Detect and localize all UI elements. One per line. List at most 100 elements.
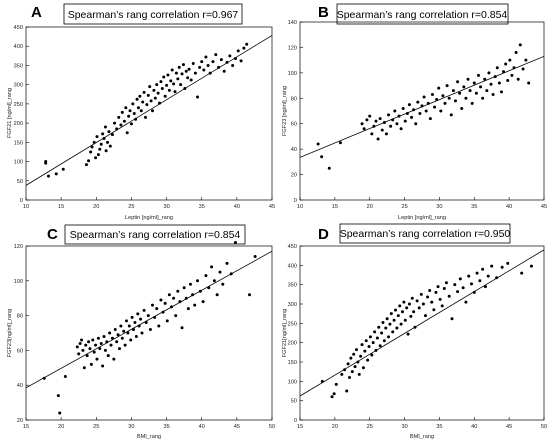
- data-point: [198, 289, 202, 293]
- data-point: [115, 127, 119, 131]
- data-point: [464, 96, 468, 100]
- data-point: [458, 277, 462, 281]
- data-point: [428, 288, 432, 292]
- data-point: [447, 96, 451, 100]
- x-tick-label: 20: [367, 204, 373, 210]
- data-point: [159, 298, 163, 302]
- data-point: [239, 59, 243, 63]
- x-tick-label: 15: [23, 424, 29, 430]
- data-point: [193, 71, 197, 75]
- data-point: [426, 101, 430, 105]
- data-point: [189, 78, 193, 82]
- data-point: [378, 344, 382, 348]
- data-point: [380, 331, 384, 335]
- data-point: [129, 122, 133, 126]
- data-point: [248, 293, 252, 297]
- data-point: [443, 101, 447, 105]
- data-point: [77, 352, 81, 356]
- data-point: [186, 76, 190, 80]
- data-point: [108, 144, 112, 148]
- data-point: [155, 83, 159, 87]
- data-point: [368, 335, 372, 339]
- y-tick-label: 100: [14, 160, 23, 166]
- y-tick-label: 0: [294, 198, 297, 204]
- data-point: [195, 279, 199, 283]
- data-point: [363, 349, 367, 353]
- data-point: [163, 94, 167, 98]
- data-point: [418, 112, 422, 116]
- data-point: [456, 80, 460, 84]
- data-point: [174, 314, 178, 318]
- data-point: [357, 372, 361, 376]
- data-point: [495, 276, 499, 280]
- data-point: [163, 301, 167, 305]
- data-point: [406, 332, 410, 336]
- data-point: [481, 267, 485, 271]
- data-point: [162, 75, 166, 79]
- correlation-title: Spearman’s rang correlation r=0.854: [337, 9, 508, 21]
- data-point: [327, 166, 331, 170]
- x-tick-label: 20: [58, 424, 64, 430]
- data-point: [167, 88, 171, 92]
- data-point: [400, 310, 404, 314]
- y-tick-label: 350: [14, 63, 23, 69]
- panel-b: B Spearman’s rang correlation r=0.854 10…: [282, 3, 547, 221]
- data-point: [176, 289, 180, 293]
- data-point: [435, 98, 439, 102]
- data-point: [225, 261, 229, 265]
- data-point: [191, 62, 195, 66]
- data-point: [142, 308, 146, 312]
- y-tick-label: 60: [291, 122, 297, 128]
- data-point: [436, 285, 440, 289]
- correlation-box: [64, 224, 246, 245]
- x-axis-label: Leptin [ng/ml]_rang: [125, 215, 173, 221]
- data-point: [167, 293, 171, 297]
- data-point: [145, 103, 149, 107]
- data-point: [92, 350, 96, 354]
- y-tick-label: 350: [288, 283, 297, 289]
- data-point: [90, 145, 94, 149]
- y-tick-label: 400: [14, 44, 23, 50]
- data-point: [94, 156, 98, 160]
- data-point: [225, 60, 229, 64]
- data-point: [499, 90, 503, 94]
- data-point: [134, 334, 138, 338]
- data-point: [402, 300, 406, 304]
- data-point: [75, 345, 79, 349]
- data-point: [432, 308, 436, 312]
- data-point: [506, 78, 510, 82]
- y-tick-label: 20: [291, 173, 297, 179]
- correlation-box: [63, 3, 243, 25]
- x-tick-label: 25: [401, 204, 407, 210]
- data-point: [409, 314, 413, 318]
- data-point: [345, 389, 349, 393]
- data-point: [160, 87, 164, 91]
- data-point: [156, 91, 160, 95]
- data-point: [359, 354, 363, 358]
- data-point: [233, 57, 237, 61]
- correlation-box: [339, 223, 511, 244]
- data-point: [204, 274, 208, 278]
- data-point: [467, 274, 471, 278]
- data-point: [449, 113, 453, 117]
- data-point: [217, 65, 221, 69]
- plot-area: 10 15 20 25 30 35 40 45050100150200250300350400…: [14, 25, 275, 210]
- data-point: [245, 42, 249, 46]
- data-point: [84, 163, 88, 167]
- data-point: [94, 343, 98, 347]
- data-point: [135, 97, 139, 101]
- x-axis-label: BMI_rang: [410, 434, 434, 440]
- data-point: [470, 101, 474, 105]
- data-point: [146, 314, 150, 318]
- data-point: [122, 329, 126, 333]
- data-point: [521, 67, 525, 71]
- data-point: [143, 115, 147, 119]
- data-point: [430, 92, 434, 96]
- data-point: [433, 105, 437, 109]
- data-point: [132, 328, 136, 332]
- data-point: [475, 271, 479, 275]
- correlation-title: Spearman’s rang correlation r=0.854: [70, 229, 241, 241]
- data-point: [139, 317, 143, 321]
- data-point: [46, 174, 50, 178]
